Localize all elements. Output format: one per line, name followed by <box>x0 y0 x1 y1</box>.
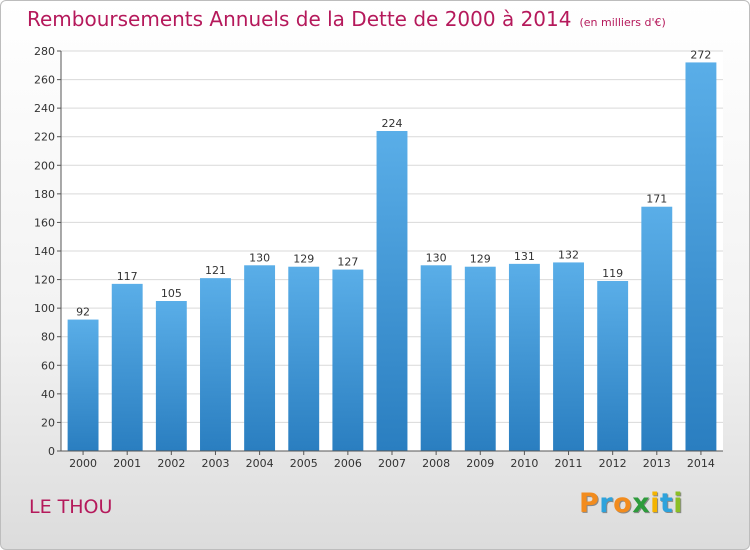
y-tick-label: 280 <box>34 45 55 58</box>
bar-value-label: 105 <box>161 287 182 300</box>
commune-name: LE THOU <box>29 496 113 518</box>
chart-title: Remboursements Annuels de la Dette de 20… <box>27 7 666 31</box>
y-tick-label: 220 <box>34 131 55 144</box>
x-tick-label: 2010 <box>510 457 538 470</box>
y-tick-label: 160 <box>34 216 55 229</box>
bar <box>464 266 496 451</box>
bar <box>597 281 629 451</box>
y-tick-label: 200 <box>34 159 55 172</box>
bar <box>553 262 584 451</box>
bar <box>288 266 320 451</box>
y-tick-label: 100 <box>34 302 55 315</box>
bar <box>641 206 673 451</box>
bar <box>67 319 99 451</box>
bar-value-label: 131 <box>514 250 535 263</box>
bar-value-label: 224 <box>382 117 403 130</box>
y-tick-label: 240 <box>34 102 55 115</box>
bar-value-label: 130 <box>249 251 270 264</box>
x-tick-label: 2001 <box>113 457 141 470</box>
bar <box>420 265 452 451</box>
bar-value-label: 117 <box>117 270 138 283</box>
bar-value-label: 171 <box>646 193 667 206</box>
y-tick-label: 20 <box>41 416 55 429</box>
logo-letter: i <box>673 488 684 519</box>
bar <box>685 62 717 452</box>
x-tick-label: 2007 <box>378 457 406 470</box>
bar-value-label: 119 <box>602 267 623 280</box>
logo-letter: o <box>613 488 633 519</box>
bar-value-label: 272 <box>690 48 711 61</box>
bar-value-label: 132 <box>558 248 579 261</box>
x-tick-label: 2008 <box>422 457 450 470</box>
bar <box>111 283 143 451</box>
y-tick-label: 0 <box>48 445 55 458</box>
x-tick-label: 2003 <box>201 457 229 470</box>
bar <box>200 278 231 451</box>
x-tick-label: 2009 <box>466 457 494 470</box>
chart-title-text: Remboursements Annuels de la Dette de 20… <box>27 7 572 31</box>
x-tick-label: 2006 <box>334 457 362 470</box>
y-tick-label: 140 <box>34 245 55 258</box>
x-tick-label: 2000 <box>69 457 97 470</box>
bar-value-label: 121 <box>205 264 226 277</box>
bar <box>155 301 187 451</box>
bar-value-label: 129 <box>293 253 314 266</box>
x-tick-label: 2005 <box>290 457 318 470</box>
logo-letter: t <box>659 488 674 519</box>
y-tick-label: 40 <box>41 388 55 401</box>
bar-value-label: 130 <box>426 251 447 264</box>
x-tick-label: 2002 <box>157 457 185 470</box>
bar <box>244 265 276 451</box>
x-tick-label: 2011 <box>555 457 583 470</box>
chart-title-unit: (en milliers d'€) <box>579 16 666 29</box>
logo-letter: i <box>650 488 660 519</box>
bar <box>332 269 364 451</box>
y-tick-label: 260 <box>34 74 55 87</box>
y-tick-label: 120 <box>34 274 55 287</box>
y-tick-label: 180 <box>34 188 55 201</box>
logo-letter: r <box>599 488 614 519</box>
bar-value-label: 92 <box>76 306 90 319</box>
logo-letter: x <box>632 488 651 519</box>
proxiti-logo: Proxiti <box>579 488 683 519</box>
y-tick-label: 80 <box>41 331 55 344</box>
logo-letter: P <box>579 488 600 519</box>
x-tick-label: 2004 <box>246 457 274 470</box>
y-tick-label: 60 <box>41 359 55 372</box>
x-tick-label: 2012 <box>599 457 627 470</box>
bar <box>508 263 540 451</box>
bar-value-label: 127 <box>337 256 358 269</box>
x-tick-label: 2014 <box>687 457 715 470</box>
x-tick-label: 2013 <box>643 457 671 470</box>
bar <box>376 131 408 451</box>
bar-value-label: 129 <box>470 253 491 266</box>
